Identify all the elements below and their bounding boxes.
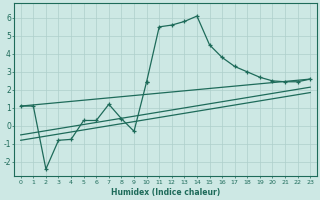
X-axis label: Humidex (Indice chaleur): Humidex (Indice chaleur) [111,188,220,197]
